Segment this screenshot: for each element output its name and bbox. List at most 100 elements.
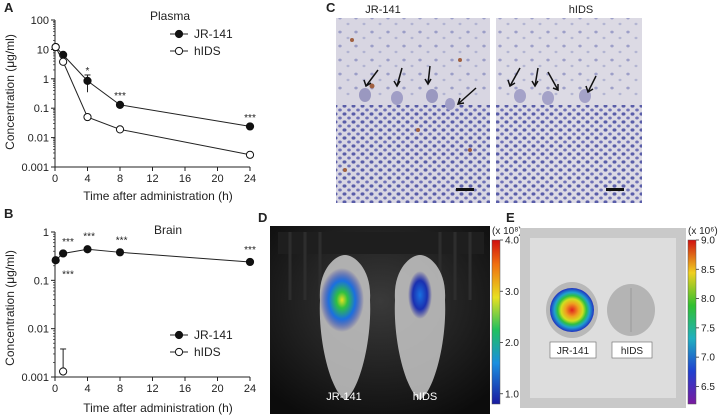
chart-b-point [83, 245, 92, 254]
panel-letter-b: B [4, 206, 13, 221]
imaging-label-jr141: JR-141 [326, 391, 361, 403]
panel-letter-a: A [4, 0, 14, 15]
chart-a-legend-label: JR-141 [194, 27, 233, 41]
chart-a-point [245, 122, 255, 131]
mouse-hids [394, 255, 446, 400]
chart-a-xtick-label: 8 [117, 173, 123, 185]
chart-a-title: Plasma [150, 9, 190, 23]
chart-a-xtick-label: 12 [146, 173, 158, 185]
chart-b-ytick-label: 0.1 [34, 275, 49, 287]
chart-a-point [51, 42, 60, 52]
chart-b-xtick-label: 16 [179, 383, 191, 395]
scale-bar [606, 188, 624, 191]
chart-b-xtick-label: 12 [146, 383, 158, 395]
chart-a-ytick-label: 0.1 [34, 103, 49, 115]
colorbar-e [687, 239, 697, 405]
chart-b-significance: *** [62, 237, 74, 248]
chart-b-xtick-label: 8 [117, 383, 123, 395]
chart-b-legend-marker [174, 347, 184, 357]
chart-a-ytick-label: 1 [43, 74, 49, 86]
micrograph-label-jr141: JR-141 [365, 4, 400, 16]
chart-b-point [115, 248, 125, 257]
panel-letter-c: C [326, 0, 336, 15]
signal-hids [408, 271, 432, 319]
chart-a-xtick-label: 24 [244, 173, 256, 185]
colorbar-e-unit: (x 10⁶) [688, 226, 718, 237]
ex-vivo-label-jr141: JR-141 [557, 346, 590, 357]
panel-letter-d: D [258, 210, 267, 225]
chart-a-point [59, 57, 68, 66]
chart-b-ylabel: Concentration (μg/ml) [3, 250, 17, 366]
panel-d-imaging: JR-141 hIDS (x 10⁸) 4.0 3.0 2.0 1.0 [270, 226, 522, 414]
panel-c-micrographs: JR-141 hIDS [336, 4, 642, 203]
chart-a-ytick-label: 0.001 [21, 162, 49, 174]
chart-a-significance: *** [244, 113, 256, 124]
chart-a-xtick-label: 0 [52, 173, 58, 185]
chart-a-point [83, 76, 92, 85]
panel-e-imaging: JR-141 hIDS (x 10⁶) 9.0 8.5 8.0 7.5 7.0 6.5 [520, 226, 718, 408]
chart-b-point [245, 257, 255, 267]
scale-bar [456, 188, 474, 191]
colorbar-d-tick: 2.0 [505, 338, 519, 349]
chart-a-xtick-label: 16 [179, 173, 191, 185]
chart-b-point [59, 367, 68, 376]
colorbar-e-tick: 6.5 [701, 382, 715, 393]
chart-b-significance: *** [244, 245, 256, 256]
chart-b-xtick-label: 20 [211, 383, 223, 395]
chart-a-point [83, 112, 92, 122]
chart-b-xtick-label: 24 [244, 383, 256, 395]
chart-a-xtick-label: 4 [84, 173, 90, 185]
chart-b-xlabel: Time after administration (h) [83, 401, 233, 415]
colorbar-d-tick: 3.0 [505, 287, 519, 298]
chart-a-point [115, 125, 125, 134]
colorbar-e-tick: 9.0 [701, 236, 715, 247]
chart-b-point [59, 249, 68, 258]
brain-chart: Brain Time after administration (h) Conc… [3, 223, 256, 415]
micrograph-label-hids: hIDS [569, 4, 593, 16]
chart-a-point [245, 150, 255, 159]
chart-a-ytick-label: 0.01 [28, 133, 49, 145]
chart-b-significance: *** [116, 235, 128, 246]
ex-vivo-label-hids: hIDS [621, 346, 644, 357]
plasma-chart: Plasma Time after administration (h) Con… [3, 9, 256, 203]
chart-b-ytick-label: 0.01 [28, 324, 49, 336]
chart-a-ytick-label: 100 [31, 15, 49, 27]
chart-a-legend-marker [174, 46, 184, 56]
micrograph-jr141 [336, 18, 490, 203]
chart-a-point [115, 100, 125, 109]
colorbar-e-tick: 8.5 [701, 265, 715, 276]
chart-b-ytick-label: 1 [43, 227, 49, 239]
chart-a-series-line-1 [55, 46, 251, 156]
chart-a-ylabel: Concentration (μg/ml) [3, 34, 17, 150]
chart-a-xlabel: Time after administration (h) [83, 189, 233, 203]
chart-b-legend-label: JR-141 [194, 328, 233, 342]
colorbar-e-tick: 7.0 [701, 353, 715, 364]
chart-a-significance: *** [114, 91, 126, 102]
chart-a-xtick-label: 20 [211, 173, 223, 185]
imaging-field [270, 226, 490, 414]
colorbar-e-tick: 8.0 [701, 294, 715, 305]
imaging-label-hids: hIDS [413, 391, 437, 403]
colorbar-d-tick: 4.0 [505, 236, 519, 247]
signal-jr141 [320, 268, 364, 332]
chart-a-ytick-label: 10 [37, 44, 49, 56]
chart-a-significance: * [86, 66, 90, 77]
chart-b-significance: *** [83, 231, 95, 242]
chart-b-xtick-label: 0 [52, 383, 58, 395]
chart-b-xtick-label: 4 [84, 383, 90, 395]
colorbar-d [491, 239, 501, 405]
chart-b-title: Brain [154, 223, 182, 237]
chart-a-legend-label: hIDS [194, 44, 221, 58]
signal-brain-jr141 [550, 288, 594, 332]
micrograph-hids [496, 18, 642, 203]
chart-b-legend-label: hIDS [194, 345, 221, 359]
colorbar-e-tick: 7.5 [701, 323, 715, 334]
chart-b-ytick-label: 0.001 [21, 372, 49, 384]
colorbar-d-unit: (x 10⁸) [492, 226, 522, 237]
chart-b-point [51, 256, 60, 265]
chart-b-legend-marker [174, 330, 184, 340]
panel-letter-e: E [506, 210, 515, 225]
chart-b-significance: *** [62, 269, 74, 280]
colorbar-d-tick: 1.0 [505, 389, 519, 400]
